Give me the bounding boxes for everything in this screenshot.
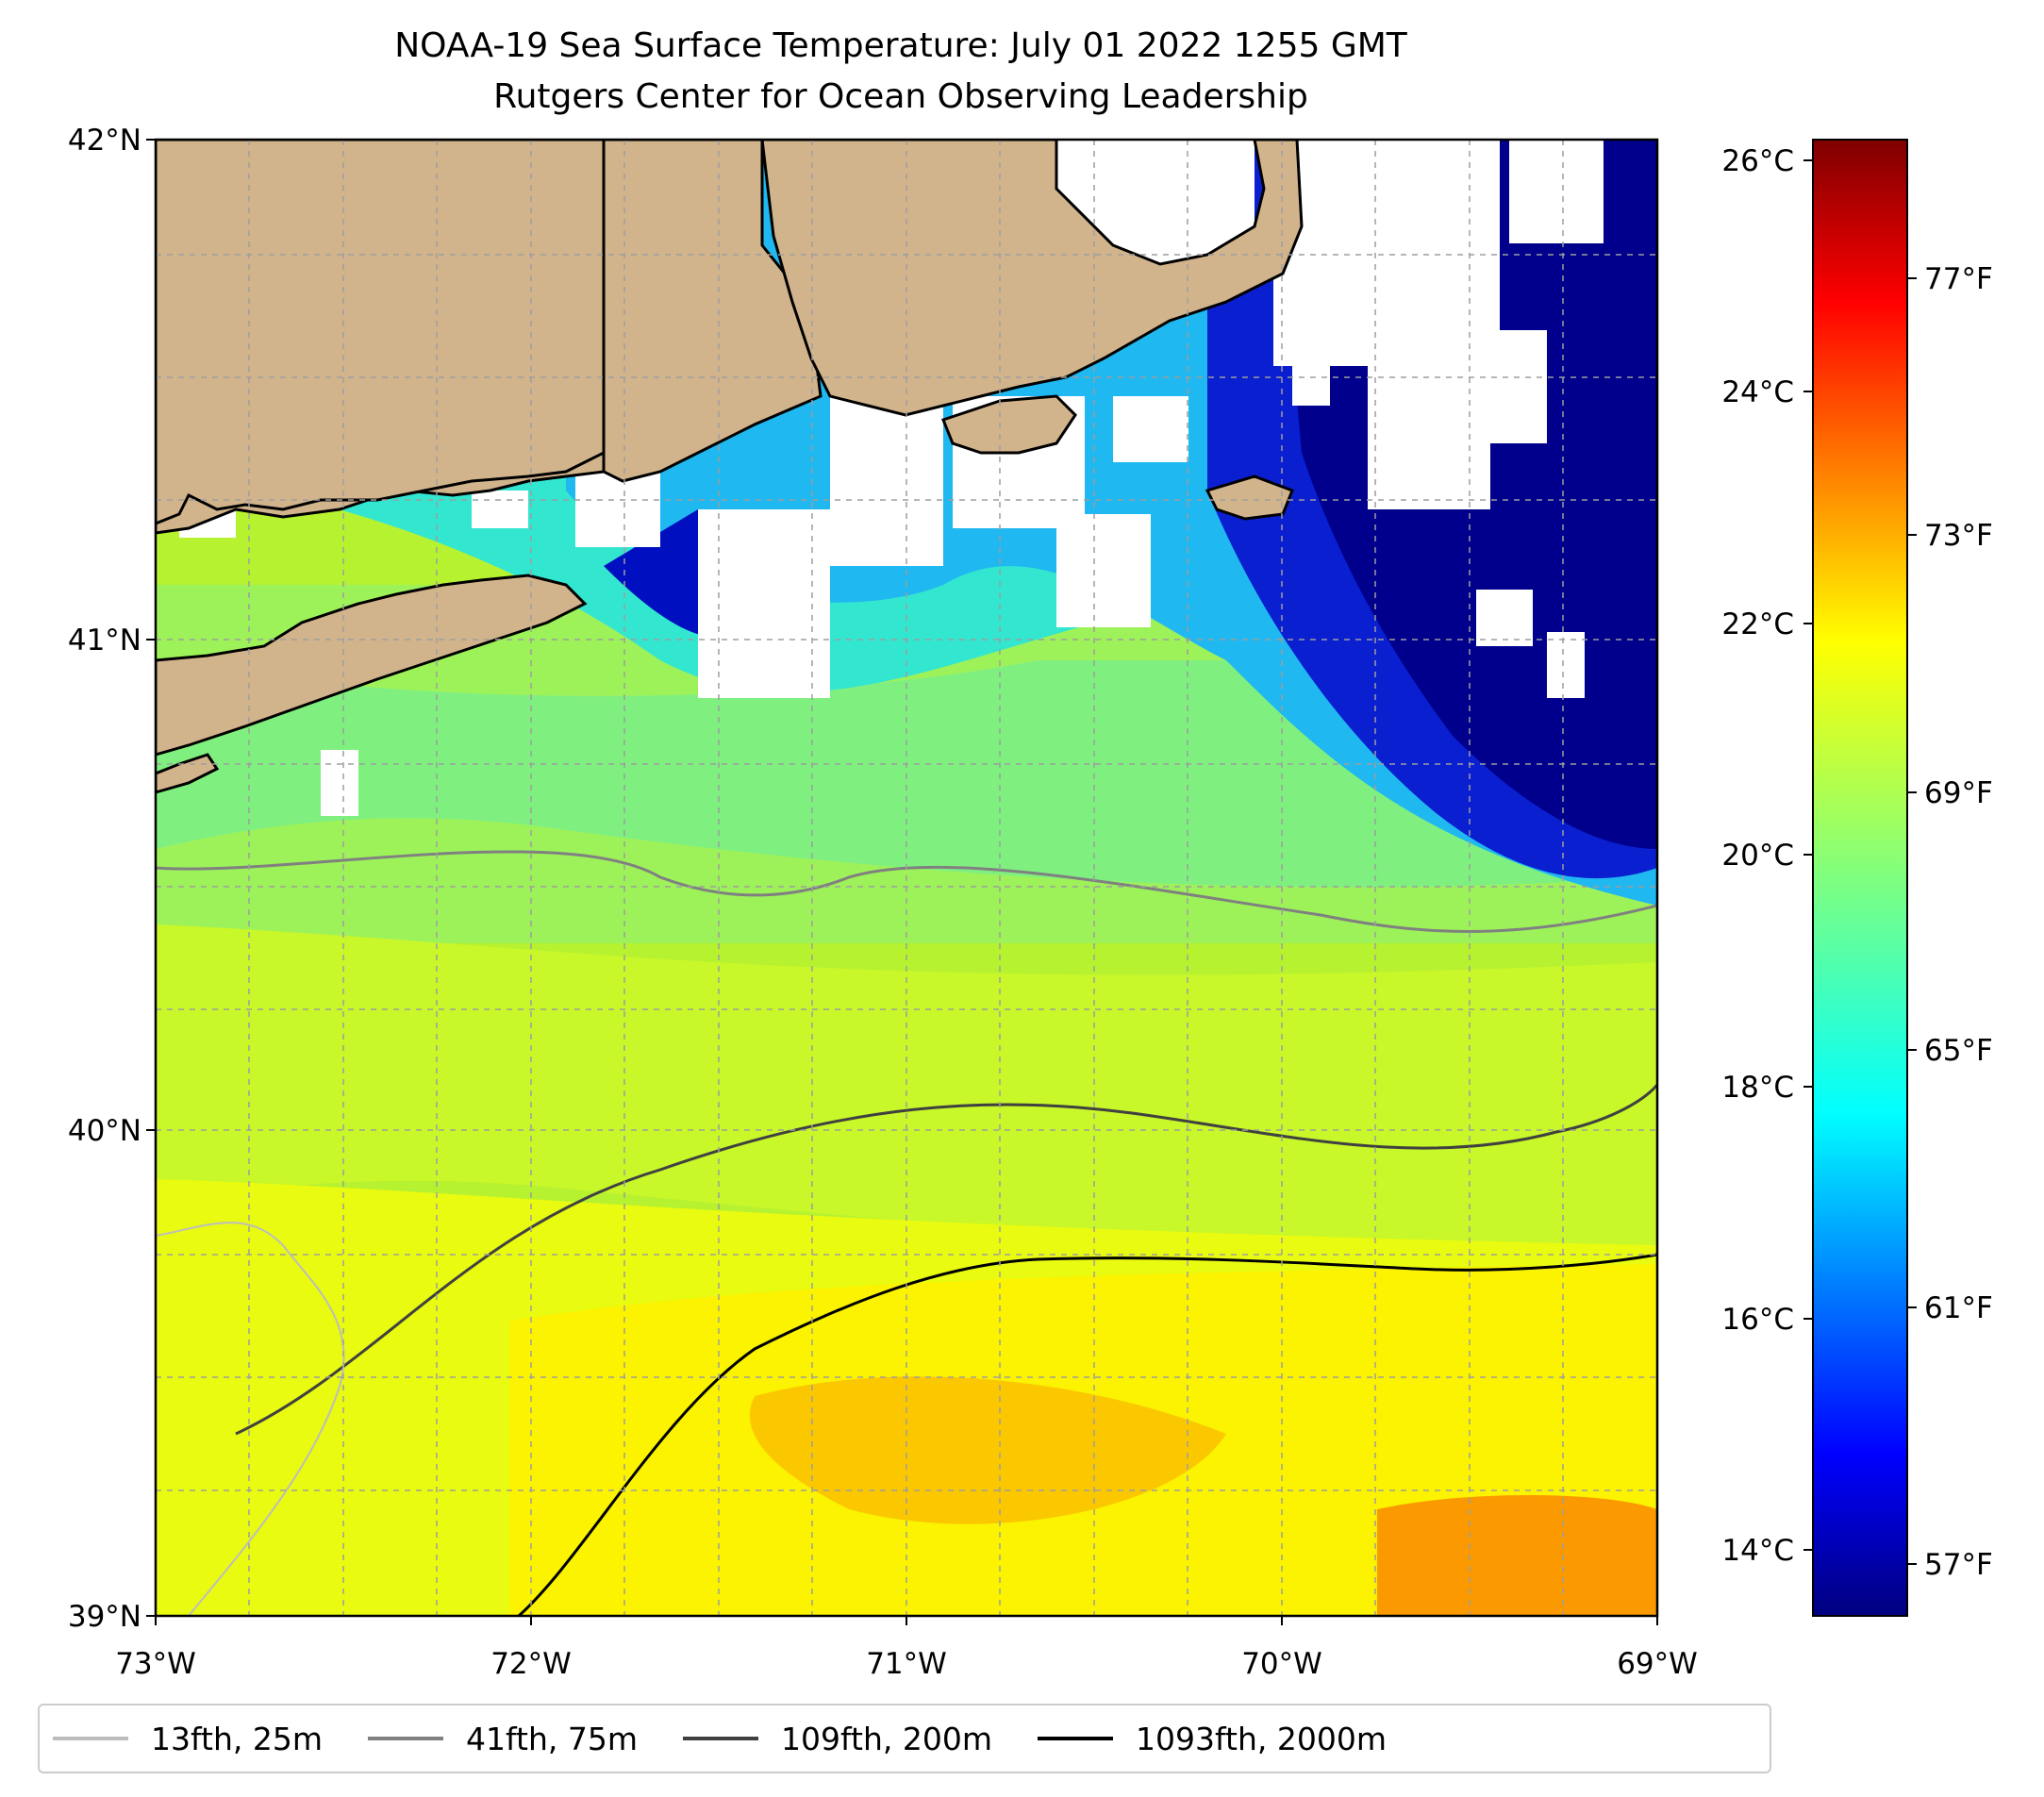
colorbar-fahrenheit-ticks <box>1907 277 1917 1565</box>
legend-label: 1093fth, 2000m <box>1136 1720 1387 1757</box>
lat-tick-label: 41°N <box>68 624 141 657</box>
lat-tick-label: 39°N <box>68 1600 141 1634</box>
lat-tick-label: 42°N <box>68 124 141 158</box>
colorbar-fahrenheit-label: 57°F <box>1924 1548 1993 1582</box>
lat-tick-label: 40°N <box>68 1114 141 1148</box>
chart-subtitle: Rutgers Center for Ocean Observing Leade… <box>493 77 1308 116</box>
colorbar-fahrenheit-label: 69°F <box>1924 776 1993 810</box>
legend-line <box>53 1737 128 1740</box>
land-areas <box>156 140 1304 794</box>
land-nantucket <box>1205 474 1294 521</box>
isobath-legend: 13fth, 25m 41fth, 75m 109fth, 200m 1093f… <box>38 1704 1771 1773</box>
colorbar-fahrenheit-label: 73°F <box>1924 519 1993 553</box>
colorbar-celsius-label: 22°C <box>1721 607 1794 641</box>
isobath-200m <box>235 1084 1657 1436</box>
legend-item-2000m: 1093fth, 2000m <box>1038 1721 1387 1757</box>
isobath-25m <box>156 1222 345 1616</box>
isobath-75m <box>156 850 1657 933</box>
colorbar-fahrenheit-label: 61°F <box>1924 1291 1993 1325</box>
colorbar-celsius-label: 16°C <box>1721 1303 1794 1337</box>
legend-line <box>368 1737 443 1740</box>
legend-label: 41fth, 75m <box>466 1720 638 1757</box>
lon-tick-label: 73°W <box>115 1647 196 1681</box>
map-area <box>156 140 1657 1616</box>
lon-tick-label: 69°W <box>1617 1647 1698 1681</box>
land-marthas-vineyard <box>941 394 1077 455</box>
chart-title: NOAA-19 Sea Surface Temperature: July 01… <box>394 26 1407 65</box>
legend-label: 13fth, 25m <box>151 1720 323 1757</box>
axis-ticks <box>146 139 1658 1625</box>
colorbar-celsius-label: 24°C <box>1721 375 1794 409</box>
legend-item-25m: 13fth, 25m <box>53 1721 323 1757</box>
colorbar <box>1812 139 1908 1617</box>
no-data-patches <box>179 140 1604 816</box>
colorbar-celsius-ticks <box>1803 159 1813 1551</box>
graticule <box>156 140 1657 1616</box>
sst-field-warm-edge <box>1377 1495 1657 1616</box>
isobath-2000m <box>517 1253 1657 1616</box>
land-massachusetts <box>760 140 1304 417</box>
lon-tick-label: 72°W <box>490 1647 572 1681</box>
legend-line <box>683 1737 758 1740</box>
colorbar-celsius-label: 14°C <box>1721 1534 1794 1568</box>
legend-item-200m: 109fth, 200m <box>683 1721 992 1757</box>
land-long-island <box>156 574 588 757</box>
lon-tick-label: 70°W <box>1241 1647 1322 1681</box>
colorbar-fahrenheit-label: 77°F <box>1924 262 1993 296</box>
colorbar-fahrenheit-label: 65°F <box>1924 1034 1993 1068</box>
colorbar-celsius-label: 20°C <box>1721 839 1794 873</box>
sst-field-warm-core <box>749 1376 1226 1524</box>
land-new-england <box>156 140 610 525</box>
legend-label: 109fth, 200m <box>781 1720 992 1757</box>
lon-tick-label: 71°W <box>866 1647 947 1681</box>
colorbar-celsius-label: 18°C <box>1721 1071 1794 1105</box>
legend-line <box>1038 1737 1113 1740</box>
colorbar-celsius-label: 26°C <box>1721 144 1794 178</box>
land-rhode-island <box>602 140 823 483</box>
legend-item-75m: 41fth, 75m <box>368 1721 638 1757</box>
